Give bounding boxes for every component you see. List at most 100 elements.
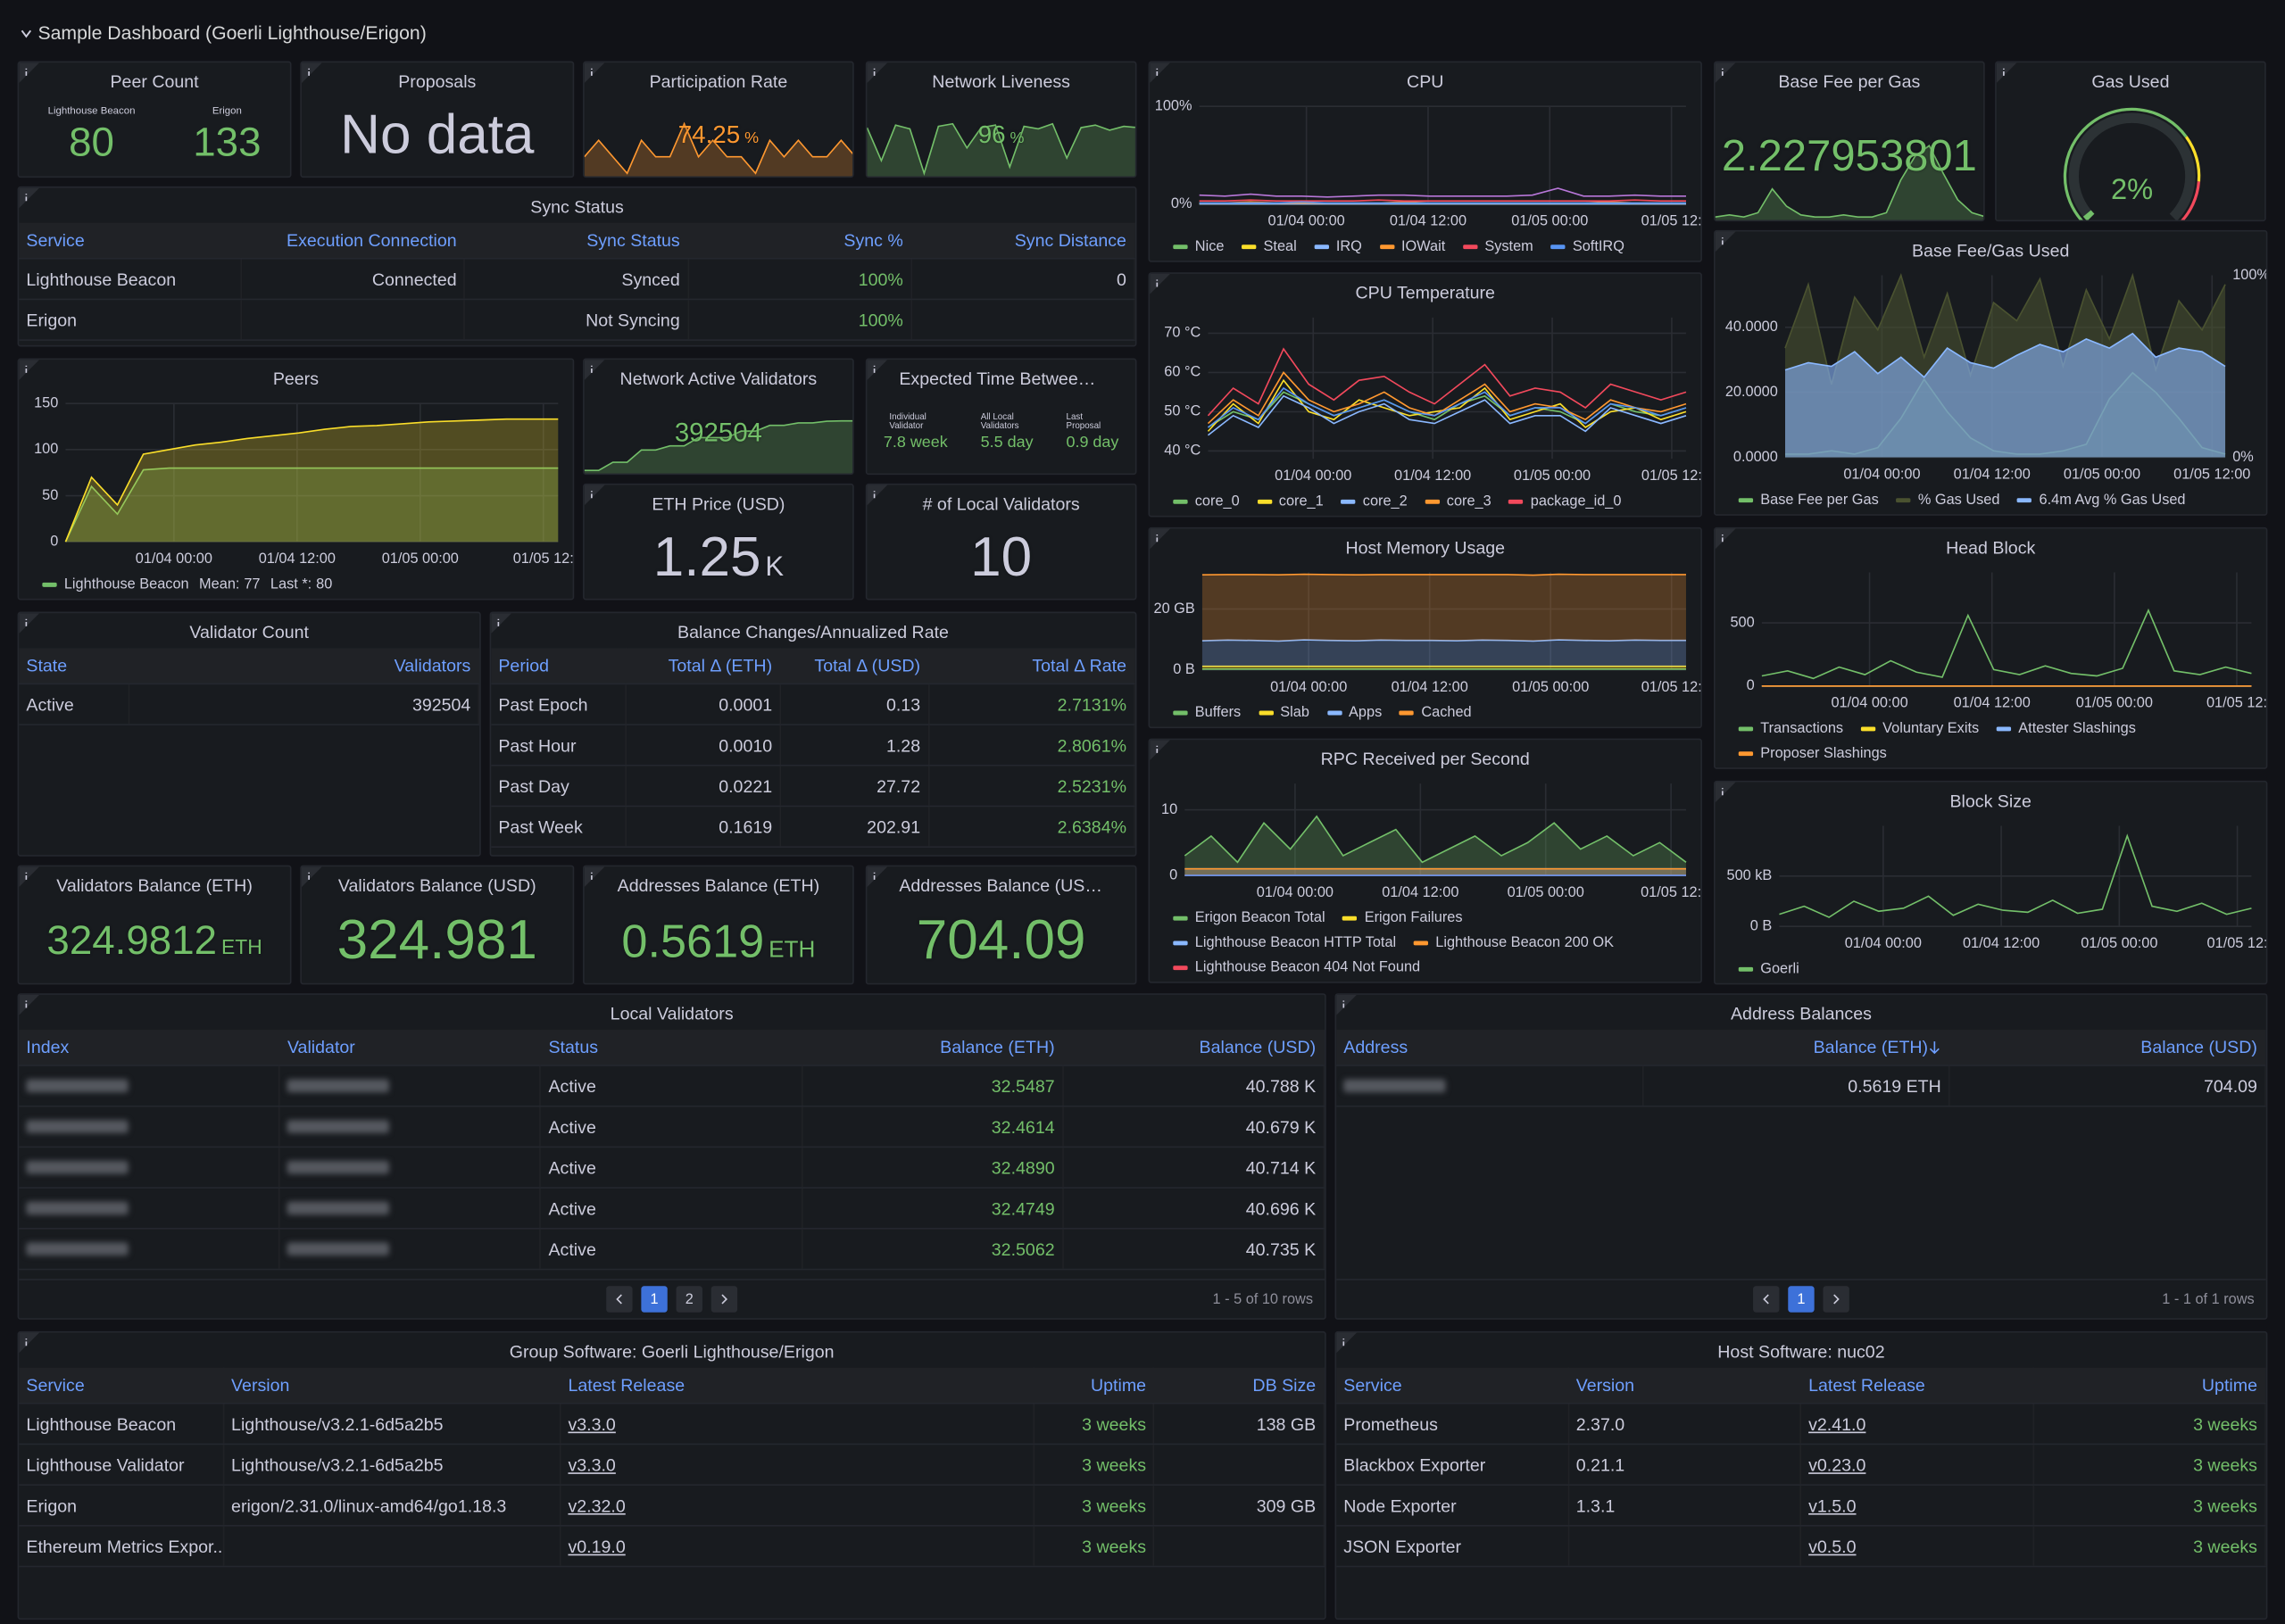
legend-item[interactable]: IOWait — [1379, 235, 1445, 260]
legend-item[interactable]: core_3 — [1425, 489, 1491, 514]
page-nav[interactable] — [1823, 1286, 1849, 1313]
info-icon[interactable] — [19, 360, 40, 381]
page-button[interactable]: 1 — [1788, 1286, 1815, 1313]
column-header[interactable]: Total Δ (ETH) — [627, 648, 781, 684]
column-header[interactable]: Execution Connection — [242, 222, 466, 258]
collapse-chevron[interactable] — [21, 27, 32, 38]
legend-item[interactable]: Cached — [1399, 700, 1472, 725]
release-link[interactable]: v3.3.0 — [568, 1454, 616, 1475]
legend-item[interactable]: User — [1173, 260, 1226, 261]
legend-item[interactable]: Steal — [1242, 235, 1297, 260]
info-icon[interactable] — [1715, 62, 1736, 84]
legend-item[interactable]: Attester Slashings — [1996, 717, 2136, 742]
column-header[interactable]: Latest Release — [561, 1367, 1035, 1403]
legend-item[interactable]: Buffers — [1173, 700, 1241, 725]
info-icon[interactable] — [1150, 740, 1171, 761]
release-link[interactable]: v0.19.0 — [568, 1536, 626, 1557]
column-header[interactable]: Validator — [280, 1030, 542, 1065]
legend-item[interactable]: Voluntary Exits — [1860, 717, 1979, 742]
column-header[interactable]: State — [19, 648, 130, 684]
column-header[interactable]: Total Δ (USD) — [781, 648, 929, 684]
info-icon[interactable] — [19, 1332, 40, 1354]
page-nav[interactable] — [1753, 1286, 1780, 1313]
legend-item[interactable]: Lighthouse Beacon 200 OK — [1413, 931, 1614, 956]
info-icon[interactable] — [19, 187, 40, 209]
page-nav[interactable] — [606, 1286, 633, 1313]
info-icon[interactable] — [1996, 62, 2017, 84]
page-button[interactable]: 2 — [676, 1286, 702, 1313]
info-icon[interactable] — [301, 62, 322, 84]
info-icon[interactable] — [1150, 62, 1171, 84]
column-header[interactable]: Sync Status — [465, 222, 689, 258]
legend-item[interactable]: package_id_0 — [1508, 489, 1621, 514]
info-icon[interactable] — [867, 62, 888, 84]
column-header[interactable]: Sync % — [689, 222, 912, 258]
release-link[interactable]: v1.5.0 — [1808, 1495, 1857, 1516]
legend-item[interactable]: Mean — [1173, 514, 1231, 516]
info-icon[interactable] — [1336, 1332, 1357, 1354]
legend-item[interactable]: System — [1462, 235, 1533, 260]
column-header[interactable]: Period — [491, 648, 627, 684]
column-header[interactable]: Latest Release — [1801, 1367, 2034, 1403]
legend-item[interactable]: Goerli — [1738, 957, 1799, 982]
legend-item[interactable]: core_0 — [1173, 489, 1240, 514]
release-link[interactable]: v3.3.0 — [568, 1413, 616, 1434]
column-header[interactable]: Version — [224, 1367, 561, 1403]
release-link[interactable]: v2.41.0 — [1808, 1413, 1866, 1434]
column-header[interactable]: Service — [1336, 1367, 1569, 1403]
column-header[interactable]: Balance (USD) — [1950, 1030, 2266, 1065]
column-header[interactable]: Version — [1569, 1367, 1801, 1403]
info-icon[interactable] — [867, 485, 888, 506]
legend-item[interactable]: Lighthouse Beacon HTTP Total — [1173, 931, 1396, 956]
info-icon[interactable] — [491, 613, 512, 634]
legend-item[interactable]: Proposer Slashings — [1738, 742, 1887, 766]
column-header[interactable]: Status — [541, 1030, 802, 1065]
page-nav[interactable] — [710, 1286, 738, 1313]
legend-item[interactable]: ErigonMean:113Last *:133 — [42, 597, 264, 599]
legend-item[interactable]: Nice — [1173, 235, 1224, 260]
dashboard-header[interactable]: Sample Dashboard (Goerli Lighthouse/Erig… — [21, 21, 427, 44]
info-icon[interactable] — [19, 994, 40, 1015]
column-header[interactable]: Validators — [129, 648, 480, 684]
column-header[interactable]: Balance (USD) — [1063, 1030, 1325, 1065]
legend-item[interactable]: % Gas Used — [1896, 488, 1999, 513]
info-icon[interactable] — [867, 360, 888, 381]
column-header[interactable]: Uptime — [2033, 1367, 2266, 1403]
release-link[interactable]: v2.32.0 — [568, 1495, 626, 1516]
info-icon[interactable] — [19, 613, 40, 634]
legend-item[interactable]: Erigon Failures — [1342, 906, 1463, 931]
column-header[interactable]: Uptime — [1034, 1367, 1155, 1403]
info-icon[interactable] — [1715, 231, 1736, 253]
legend-item[interactable]: Slab — [1258, 700, 1309, 725]
info-icon[interactable] — [584, 360, 605, 381]
legend-item[interactable]: Lighthouse Beacon 500 Internal Server Er… — [1173, 981, 1483, 982]
column-header[interactable]: DB Size — [1155, 1367, 1325, 1403]
column-header[interactable]: Balance (ETH) — [1643, 1030, 1950, 1065]
column-header[interactable]: Balance (ETH) — [802, 1030, 1064, 1065]
info-icon[interactable] — [1715, 528, 1736, 550]
legend-item[interactable]: Lighthouse Beacon Mean: 77 Last *: 80 — [42, 572, 332, 597]
info-icon[interactable] — [1150, 528, 1171, 550]
legend-item[interactable]: SoftIRQ — [1550, 235, 1624, 260]
legend-item[interactable]: core_2 — [1341, 489, 1408, 514]
column-header[interactable]: Service — [19, 1367, 224, 1403]
column-header[interactable]: Total Δ Rate — [929, 648, 1135, 684]
legend-item[interactable]: Transactions — [1738, 717, 1843, 742]
column-header[interactable]: Index — [19, 1030, 280, 1065]
info-icon[interactable] — [584, 62, 605, 84]
column-header[interactable]: Service — [19, 222, 243, 258]
legend-item[interactable]: core_1 — [1257, 489, 1324, 514]
legend-item[interactable]: Erigon Beacon Total — [1173, 906, 1325, 931]
info-icon[interactable] — [1715, 782, 1736, 803]
info-icon[interactable] — [1150, 273, 1171, 294]
release-link[interactable]: v0.5.0 — [1808, 1536, 1857, 1557]
page-button[interactable]: 1 — [641, 1286, 668, 1313]
legend-item[interactable]: IRQ — [1314, 235, 1362, 260]
column-header[interactable]: Sync Distance — [912, 222, 1135, 258]
release-link[interactable]: v0.23.0 — [1808, 1454, 1866, 1475]
column-header[interactable]: Address — [1336, 1030, 1643, 1065]
info-icon[interactable] — [867, 866, 888, 888]
legend-item[interactable]: Base Fee per Gas — [1738, 488, 1879, 513]
legend-item[interactable]: 6.4m Avg % Gas Used — [2017, 488, 2186, 513]
info-icon[interactable] — [301, 866, 322, 888]
